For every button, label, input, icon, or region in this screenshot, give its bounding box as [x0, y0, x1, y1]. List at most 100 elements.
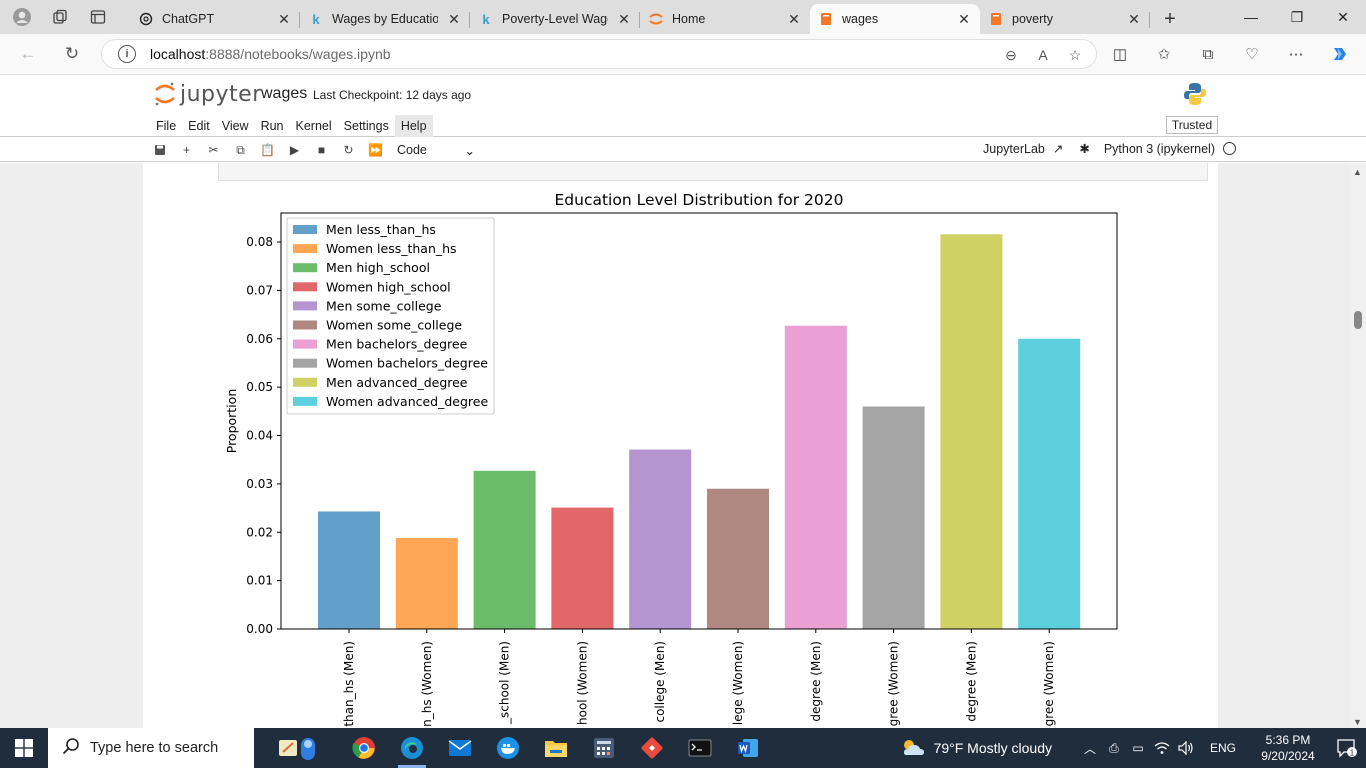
system-tray: 79°F Mostly cloudy ︿ ⎙ ▭ ENG 5:36 PM 9/2… [900, 728, 1366, 768]
split-screen-icon[interactable]: ◫ [1112, 46, 1128, 63]
legend-swatch [293, 282, 317, 292]
close-tab-icon[interactable]: ✕ [958, 10, 970, 27]
read-aloud-icon[interactable]: A [1038, 47, 1048, 63]
tab-title: wages [842, 12, 879, 26]
y-tick-label: 0.06 [246, 332, 273, 346]
legend-swatch [293, 396, 317, 406]
notebook-title[interactable]: wages [261, 85, 308, 102]
legend-swatch [293, 320, 317, 330]
browser-essentials-icon[interactable]: ♡ [1245, 46, 1259, 63]
zoom-out-icon[interactable]: ⊖ [1005, 46, 1017, 63]
tab-title: Home [672, 12, 706, 26]
profile-icon[interactable] [12, 7, 32, 27]
word-icon[interactable] [724, 728, 772, 768]
refresh-icon[interactable]: ↻ [64, 44, 80, 63]
collections-icon[interactable]: ⧉ [1202, 45, 1214, 63]
cell-type-select[interactable]: Code ⌄ [397, 140, 475, 160]
windows-start-icon[interactable] [0, 728, 48, 768]
file-explorer-icon[interactable] [532, 728, 580, 768]
debugger-icon[interactable]: ✱ [1079, 142, 1090, 156]
trusted-badge[interactable]: Trusted [1166, 116, 1218, 134]
kernel-name[interactable]: Python 3 (ipykernel) [1103, 141, 1215, 156]
y-axis-label: Proportion [224, 389, 239, 454]
y-tick-label: 0.04 [246, 429, 273, 443]
menu-settings[interactable]: Settings [343, 119, 389, 133]
tab-poverty-level-wages[interactable]: k Poverty-Level Wages ✕ [470, 4, 640, 34]
new-tab-button[interactable]: + [1164, 7, 1176, 30]
save-icon[interactable] [146, 140, 173, 160]
previous-cell[interactable] [218, 163, 1208, 181]
tab-title: Wages by Education [332, 12, 438, 26]
clock[interactable]: 5:36 PM 9/20/2024 [1248, 732, 1328, 764]
terminal-icon[interactable] [676, 728, 724, 768]
tab-actions-icon[interactable] [88, 7, 108, 27]
close-tab-icon[interactable]: ✕ [448, 10, 460, 27]
cut-icon[interactable]: ✂ [208, 143, 219, 157]
menu-file[interactable]: File [156, 119, 177, 133]
menu-edit[interactable]: Edit [188, 119, 210, 133]
notifications-icon[interactable]: 1 [1328, 728, 1366, 768]
jupyterlab-link[interactable]: JupyterLab [983, 141, 1045, 156]
y-tick-label: 0.01 [246, 574, 273, 588]
jupyter-logo[interactable]: jupyter [154, 81, 262, 107]
scroll-down-icon[interactable]: ▼ [1353, 717, 1362, 727]
close-tab-icon[interactable]: ✕ [278, 10, 290, 27]
url-field[interactable]: i localhost:8888/notebooks/wages.ipynb ⊖… [101, 39, 1097, 69]
close-tab-icon[interactable]: ✕ [788, 10, 800, 27]
edge-icon[interactable] [388, 728, 436, 768]
tab-home[interactable]: Home ✕ [640, 4, 810, 34]
show-hidden-icons-chevron-icon[interactable]: ︿ [1083, 741, 1096, 756]
wifi-icon[interactable] [1150, 728, 1174, 768]
page-scrollbar[interactable]: ▲ ▼ [1350, 163, 1366, 728]
minimize-icon[interactable]: — [1244, 9, 1258, 25]
favorites-icon[interactable]: ✩ [1157, 46, 1171, 63]
scroll-up-icon[interactable]: ▲ [1353, 167, 1362, 177]
stop-icon[interactable]: ■ [317, 143, 326, 157]
copilot-icon[interactable] [1322, 37, 1358, 71]
openai-icon [138, 11, 154, 27]
chrome-icon[interactable] [340, 728, 388, 768]
weather-widget[interactable]: 79°F Mostly cloudy [900, 737, 1052, 760]
windows-taskbar: Type here to search 79°F Mostly cloudy ︿… [0, 728, 1366, 768]
tab-poverty[interactable]: poverty ✕ [980, 4, 1150, 34]
favorite-star-icon[interactable]: ☆ [1068, 46, 1082, 63]
language-indicator[interactable]: ENG [1209, 741, 1236, 755]
restart-icon[interactable]: ↻ [343, 143, 354, 157]
scrollbar-thumb[interactable] [1354, 311, 1362, 329]
menu-view[interactable]: View [221, 119, 249, 133]
notebook-icon [818, 11, 834, 27]
window-controls: — ❐ ✕ [1228, 0, 1366, 34]
run-icon[interactable]: ▶ [289, 143, 300, 157]
restore-icon[interactable]: ❐ [1290, 8, 1304, 25]
copy-icon[interactable]: ⧉ [236, 142, 245, 157]
mail-icon[interactable] [436, 728, 484, 768]
menu-kernel[interactable]: Kernel [295, 119, 332, 133]
cloudy-weather-icon [900, 737, 926, 760]
tab-wages[interactable]: wages ✕ [810, 4, 980, 34]
battery-icon[interactable]: ▭ [1132, 741, 1144, 755]
docker-icon[interactable] [484, 728, 532, 768]
back-icon[interactable]: ← [19, 44, 37, 63]
more-menu-icon[interactable]: ⋯ [1288, 46, 1304, 63]
paste-icon[interactable]: 📋 [260, 143, 275, 157]
menu-help[interactable]: Help [394, 115, 433, 137]
git-tool-icon[interactable] [628, 728, 676, 768]
workspaces-icon[interactable] [50, 7, 70, 27]
taskbar-search[interactable]: Type here to search [48, 728, 254, 768]
run-all-icon[interactable]: ⏩ [368, 143, 383, 157]
tab-chatgpt[interactable]: ChatGPT ✕ [130, 4, 300, 34]
close-window-icon[interactable]: ✕ [1337, 8, 1349, 25]
close-tab-icon[interactable]: ✕ [618, 10, 630, 27]
calculator-icon[interactable] [580, 728, 628, 768]
tab-wages-by-education[interactable]: k Wages by Education ✕ [300, 4, 470, 34]
y-tick-label: 0.02 [246, 525, 273, 539]
site-info-icon[interactable]: i [118, 45, 136, 63]
close-tab-icon[interactable]: ✕ [1128, 10, 1140, 27]
meet-now-icon[interactable]: ⎙ [1109, 740, 1119, 755]
menu-run[interactable]: Run [260, 119, 284, 133]
weather-text: 79°F Mostly cloudy [933, 740, 1052, 756]
volume-icon[interactable] [1174, 728, 1198, 768]
widgets-news-icon[interactable] [254, 728, 340, 768]
insert-cell-icon[interactable]: + [182, 143, 190, 157]
jupyter-menubar: File Edit View Run Kernel Settings Help … [0, 115, 1366, 137]
